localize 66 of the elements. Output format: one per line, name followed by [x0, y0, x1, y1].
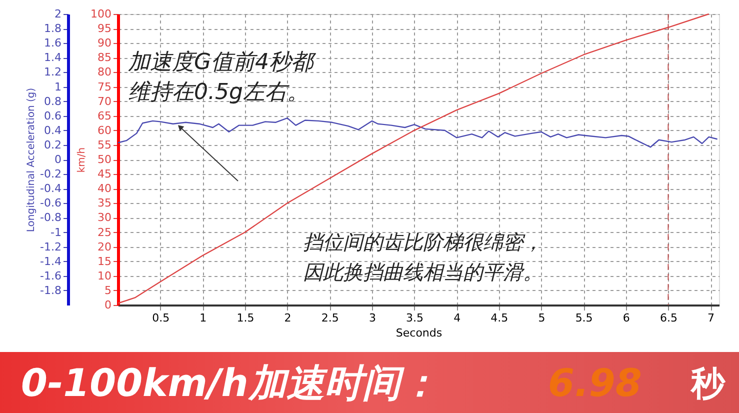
- x-tick-label: 2.5: [321, 312, 339, 324]
- y-tick-label: -0.6: [40, 196, 62, 210]
- y2-tick-label: 55: [98, 138, 112, 152]
- y-tick-label: -0.8: [40, 211, 62, 224]
- annotation: 加速度G值前4秒都: [128, 50, 318, 75]
- y2-tick-label: 75: [98, 80, 112, 94]
- y-tick-label: -1: [50, 226, 62, 239]
- x-tick-label: 6: [622, 312, 630, 324]
- y2-tick-label: 50: [98, 153, 112, 166]
- annotation: 维持在0.5g左右。: [128, 80, 309, 105]
- y-tick-label: 0.6: [44, 109, 62, 122]
- y-tick-label: 1.4: [44, 51, 62, 64]
- text: 0-100km/h加速时间：: [21, 361, 438, 405]
- y-tick-label: 0.8: [44, 94, 62, 108]
- x-tick-label: 2: [284, 312, 292, 324]
- annotation: 挡位间的齿比阶梯很绵密，: [303, 230, 543, 254]
- y-tick-label: 0.2: [44, 138, 62, 152]
- y2-tick-label: 95: [98, 22, 112, 36]
- y-tick-label: 1.6: [44, 36, 62, 50]
- x-tick-label: 3: [368, 312, 376, 324]
- line-series: [117, 117, 718, 148]
- x-tick-label: 5.5: [575, 312, 593, 324]
- y2-tick-label: 70: [98, 94, 112, 108]
- x-tick-label: 3.5: [406, 312, 424, 324]
- y2-tick-label: 15: [98, 254, 112, 268]
- y-tick-label: -1.6: [40, 269, 62, 282]
- y-tick-label: -1.2: [40, 240, 62, 254]
- x-axis-title: Seconds: [396, 326, 442, 340]
- y2-tick-label: 85: [98, 51, 112, 64]
- y-tick-label: -1.8: [40, 284, 62, 297]
- y2-tick-label: 40: [98, 182, 112, 196]
- y-tick-label: 1.8: [44, 22, 62, 36]
- y-tick-label: 1: [54, 80, 62, 94]
- y-axis-title: Longitudinal Acceleration (g): [26, 88, 38, 232]
- y2-tick-label: 100: [90, 8, 112, 20]
- y-tick-label: 0: [54, 153, 62, 166]
- y-tick-label: 0.4: [44, 124, 62, 137]
- y2-tick-label: 45: [98, 168, 112, 181]
- y2-tick-label: 65: [98, 109, 112, 122]
- y-tick-label: 2: [54, 8, 62, 20]
- x-tick-label: 1.5: [236, 312, 254, 324]
- y2-tick-label: 5: [104, 284, 112, 297]
- x-tick-label: 6.5: [660, 312, 678, 324]
- y2-tick-label: 25: [98, 226, 112, 239]
- y2-tick-label: 90: [98, 36, 112, 50]
- y2-tick-label: 20: [98, 240, 112, 254]
- y2-tick-label: 30: [98, 211, 112, 224]
- annotation: 因此换挡曲线相当的平滑。: [303, 260, 543, 284]
- text: 6.98: [548, 361, 642, 405]
- y2-tick-label: 60: [98, 124, 112, 137]
- x-tick-label: 7: [708, 312, 715, 324]
- x-tick-label: 5: [538, 312, 546, 324]
- y2-tick-label: 10: [98, 269, 112, 282]
- y-tick-label: -1.4: [40, 254, 62, 268]
- y-tick-label: -0.2: [40, 168, 62, 181]
- x-tick-label: 4.5: [490, 312, 508, 324]
- x-tick-label: 1: [200, 312, 207, 324]
- y2-tick-label: 80: [98, 66, 112, 79]
- y-tick-label: 1.2: [44, 66, 62, 79]
- y2-tick-label: 0: [104, 298, 112, 312]
- x-tick-label: 4: [454, 312, 461, 324]
- y2-axis-title: km/h: [76, 147, 88, 173]
- text: 秒: [690, 364, 726, 404]
- y2-tick-label: 35: [98, 196, 112, 210]
- x-tick-label: 0.5: [152, 312, 170, 324]
- y-tick-label: -0.4: [40, 182, 62, 196]
